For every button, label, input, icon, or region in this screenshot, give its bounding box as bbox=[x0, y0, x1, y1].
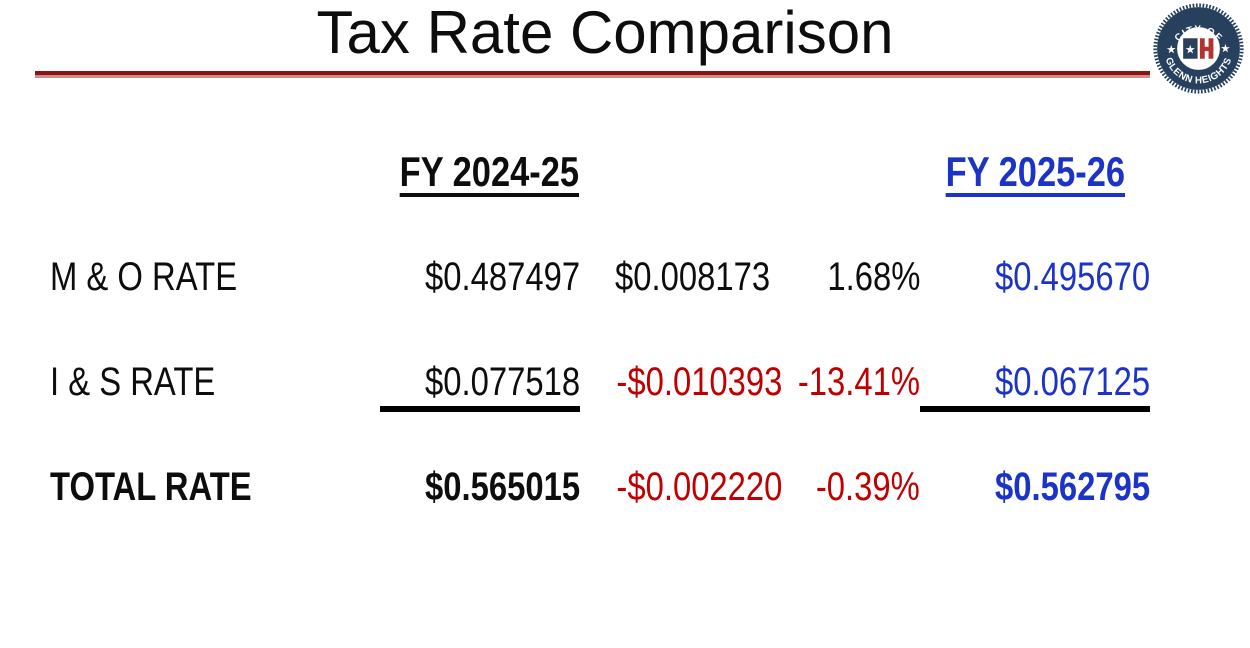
tax-rate-table: FY 2024-25 FY 2025-26 M & O RATE $0.4874… bbox=[50, 150, 1150, 570]
mo-rate-change-amount-text: $0.008173 bbox=[614, 255, 770, 299]
mo-rate-label: M & O RATE bbox=[50, 255, 380, 301]
total-rate-fy2526-text: $0.562795 bbox=[994, 465, 1150, 509]
header-spacer bbox=[50, 150, 380, 196]
is-rate-change-percent-text: -13.41% bbox=[797, 360, 920, 404]
total-rate-change-amount: -$0.002220 bbox=[580, 465, 782, 511]
mo-rate-change-amount: $0.008173 bbox=[580, 255, 770, 301]
total-rate-change-percent-text: -0.39% bbox=[816, 465, 920, 509]
total-rate-change-amount-text: -$0.002220 bbox=[616, 465, 783, 509]
total-rate-fy2425-text: $0.565015 bbox=[424, 465, 580, 509]
header-spacer bbox=[770, 150, 920, 196]
is-rate-fy2526-value: $0.067125 bbox=[920, 360, 1150, 412]
mo-rate-label-text: M & O RATE bbox=[50, 255, 238, 299]
fy-2024-25-header-text: FY 2024-25 bbox=[399, 148, 580, 195]
is-rate-fy2425-value: $0.077518 bbox=[380, 360, 580, 412]
fy-2024-25-header: FY 2024-25 bbox=[380, 150, 580, 196]
total-rate-label-text: TOTAL RATE bbox=[50, 465, 252, 509]
is-rate-change-amount-text: -$0.010393 bbox=[616, 360, 783, 404]
title-divider-line bbox=[35, 71, 1150, 78]
mo-rate-fy2425-text: $0.487497 bbox=[424, 255, 580, 299]
total-rate-change-percent: -0.39% bbox=[770, 465, 920, 511]
is-rate-label-text: I & S RATE bbox=[50, 360, 216, 404]
mo-rate-change-percent: 1.68% bbox=[770, 255, 920, 301]
mo-rate-fy2526-value: $0.495670 bbox=[920, 255, 1150, 301]
total-rate-label: TOTAL RATE bbox=[50, 465, 380, 511]
total-rate-fy2526-value: $0.562795 bbox=[920, 465, 1150, 511]
seal-inner-disc bbox=[1177, 27, 1220, 70]
city-seal-logo: ★ CITY OF ★ GLENN HEIGHTS ★ bbox=[1153, 3, 1244, 94]
is-rate-change-amount: -$0.010393 bbox=[580, 360, 782, 406]
is-rate-fy2526-text: $0.067125 bbox=[994, 360, 1150, 404]
total-rate-fy2425-value: $0.565015 bbox=[380, 465, 580, 511]
mo-rate-fy2526-text: $0.495670 bbox=[994, 255, 1150, 299]
seal-rope-border bbox=[1153, 3, 1244, 94]
is-rate-change-percent: -13.41% bbox=[770, 360, 920, 406]
page-title: Tax Rate Comparison bbox=[316, 0, 894, 66]
seal-star-emblem: ★ bbox=[1185, 43, 1196, 57]
mo-rate-fy2425-value: $0.487497 bbox=[380, 255, 580, 301]
header-spacer bbox=[580, 150, 770, 196]
seal-star-square bbox=[1183, 38, 1198, 59]
mo-rate-change-percent-text: 1.68% bbox=[826, 255, 920, 299]
fy-2025-26-header: FY 2025-26 bbox=[920, 150, 1150, 196]
fy-2025-26-header-text: FY 2025-26 bbox=[945, 148, 1125, 195]
is-rate-label: I & S RATE bbox=[50, 360, 380, 406]
is-rate-fy2425-text: $0.077518 bbox=[424, 360, 580, 404]
seal-h-emblem bbox=[1199, 38, 1214, 59]
